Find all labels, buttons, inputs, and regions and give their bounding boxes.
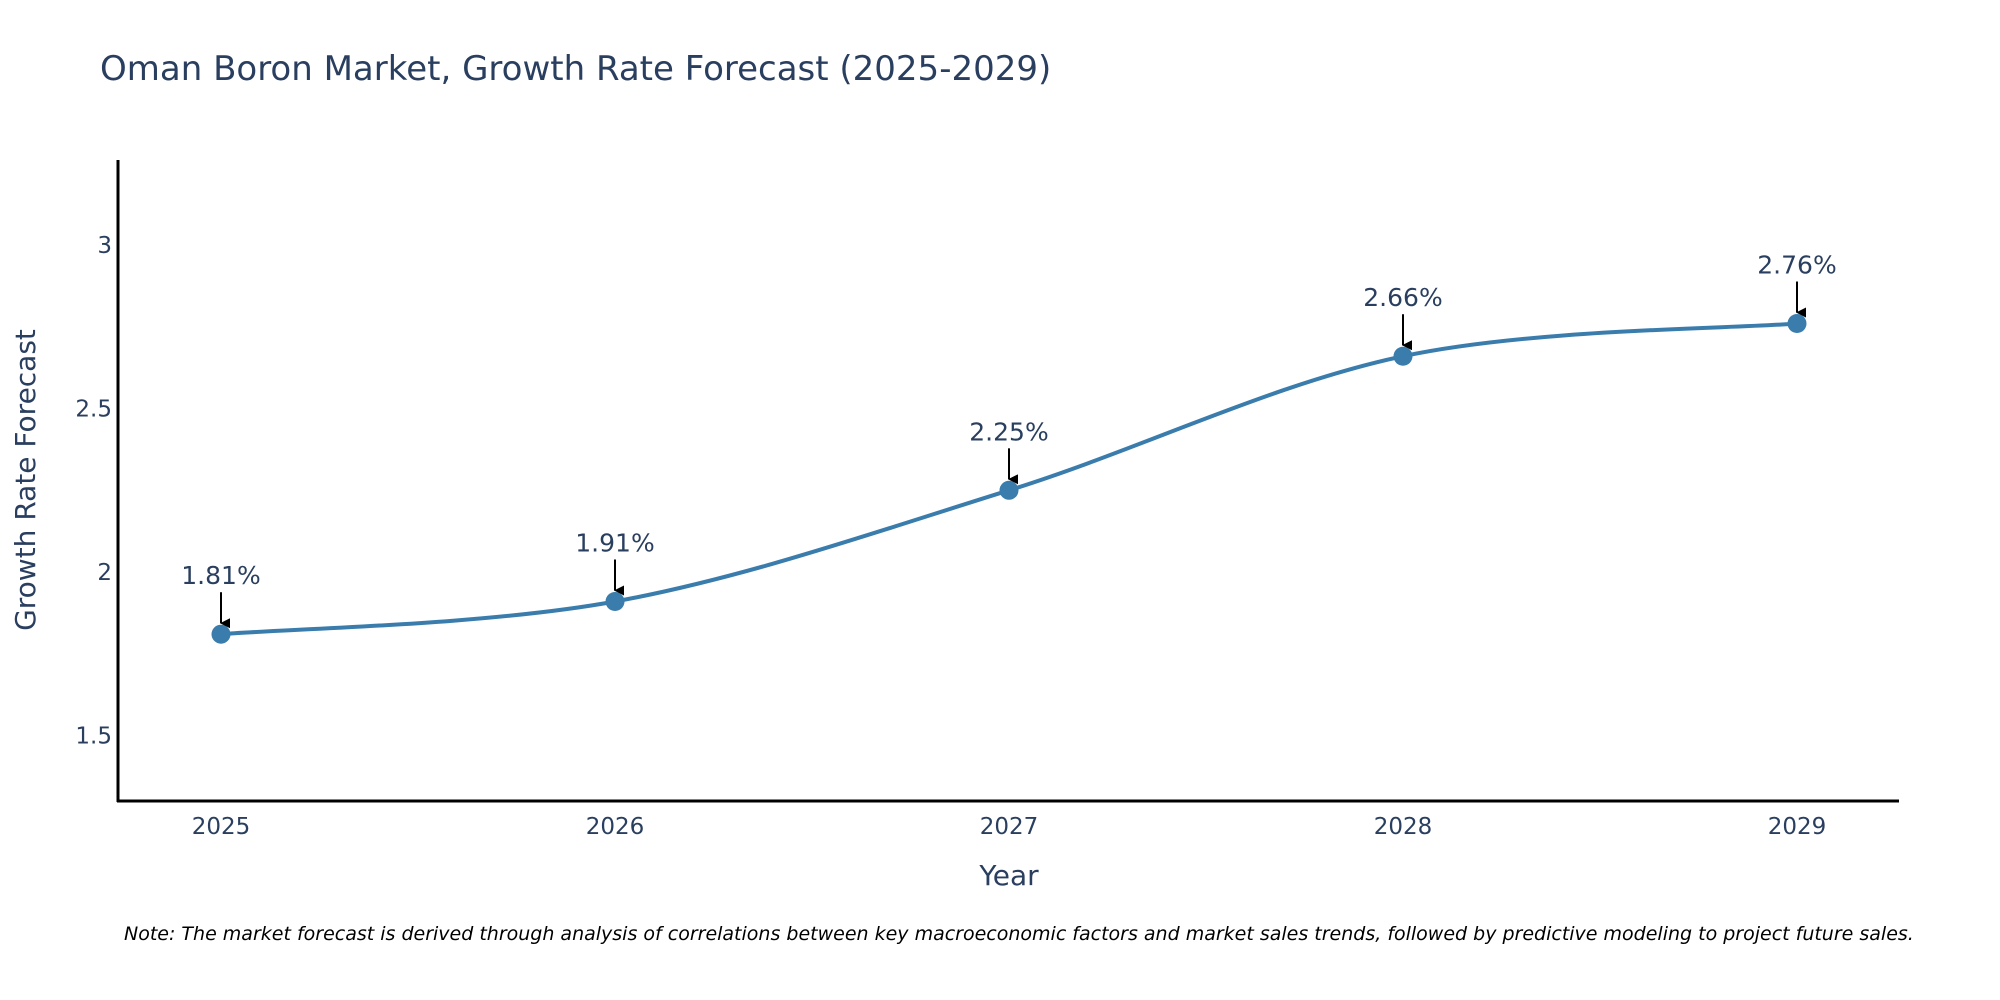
data-point[interactable]	[605, 592, 625, 612]
y-tick-label: 3	[97, 233, 112, 259]
data-point[interactable]	[211, 624, 231, 644]
x-ticks: 2025 2026 2027 2028 2029	[192, 814, 1827, 840]
footnote: Note: The market forecast is derived thr…	[124, 923, 1914, 945]
data-label: 2.76%	[1757, 251, 1836, 280]
chart-title: Oman Boron Market, Growth Rate Forecast …	[100, 49, 1051, 89]
plot-area: 1.5 2 2.5 3 2025 2026 2027 2028 2029 1.81% 1.91%…	[75, 160, 1899, 840]
x-tick-label: 2027	[980, 814, 1039, 840]
y-axis-title: Growth Rate Forecast	[9, 329, 42, 631]
x-tick-label: 2028	[1374, 814, 1433, 840]
y-tick-label: 1.5	[75, 724, 112, 750]
x-tick-label: 2025	[192, 814, 251, 840]
data-label: 1.91%	[575, 529, 654, 558]
annotation-layer: 1.81% 1.91% 2.25% 2.66% 2.76%	[181, 251, 1837, 629]
data-point[interactable]	[1787, 314, 1807, 334]
data-label: 2.66%	[1363, 283, 1442, 312]
data-label: 2.25%	[969, 417, 1048, 446]
series-layer	[211, 314, 1807, 644]
data-point[interactable]	[999, 480, 1019, 500]
x-tick-label: 2029	[1768, 814, 1827, 840]
y-ticks: 1.5 2 2.5 3	[75, 233, 112, 750]
x-axis-title: Year	[978, 859, 1039, 892]
y-tick-label: 2	[97, 560, 112, 586]
x-tick-label: 2026	[586, 814, 645, 840]
y-tick-label: 2.5	[75, 397, 112, 423]
data-point[interactable]	[1393, 346, 1413, 366]
data-label: 1.81%	[181, 561, 260, 590]
